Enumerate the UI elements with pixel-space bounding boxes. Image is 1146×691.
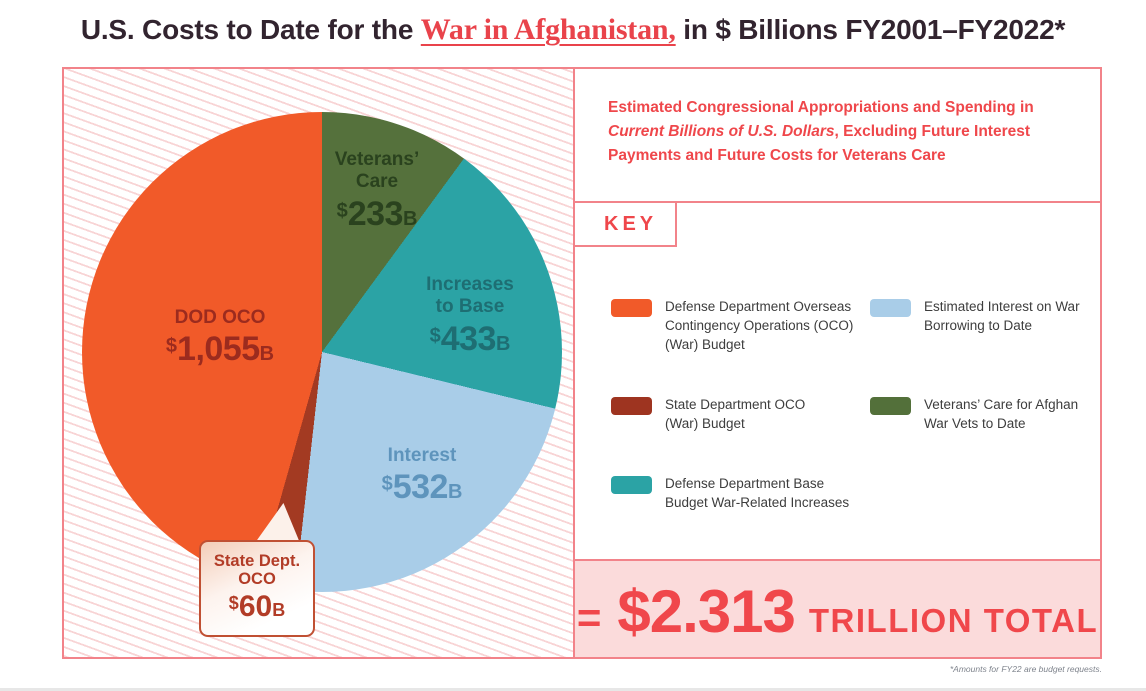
- legend-label: Veterans’ Care for Afghan War Vets to Dat…: [924, 397, 1079, 432]
- slice-value: $532B: [381, 468, 463, 507]
- legend-swatch-green: [870, 397, 911, 415]
- pie-label-increases-to-base: Increases to Base $433B: [426, 274, 514, 358]
- legend-label: Estimated Interest on War Borrowing to Da…: [924, 299, 1080, 334]
- legend-swatch-orange: [611, 299, 652, 317]
- description-part1: Estimated Congressional Appropriations a…: [608, 99, 1034, 116]
- title-suffix: in $ Billions FY2001–FY2022*: [675, 14, 1066, 45]
- legend-swatch-teal: [611, 476, 652, 494]
- slice-name-line: OCO: [238, 570, 276, 589]
- slice-name-line: DOD OCO: [174, 307, 266, 328]
- key-heading: KEY: [575, 203, 677, 247]
- description-box: Estimated Congressional Appropriations a…: [575, 69, 1100, 203]
- legend-label: Defense Department Overseas Contingency O…: [665, 299, 854, 353]
- legend-swatch-lightblue: [870, 299, 911, 317]
- title-prefix: U.S. Costs to Date for the: [80, 14, 421, 45]
- content-frame: Veterans’ Care $233B Increases to Base $…: [62, 67, 1102, 659]
- total-unit-text: TRILLION TOTAL: [808, 602, 1099, 639]
- state-dept-callout: State Dept. OCO $60B: [199, 540, 315, 637]
- legend-item-dod-oco: Defense Department Overseas Contingency O…: [611, 297, 853, 354]
- legend-item-veterans-care: Veterans’ Care for Afghan War Vets to Dat…: [870, 395, 1078, 433]
- total-box: = $2.313 TRILLION TOTAL: [575, 559, 1100, 657]
- pie-label-dod-oco: DOD OCO $1,055B: [166, 307, 274, 368]
- equals-sign: =: [576, 594, 602, 641]
- legend-label: State Department OCO (War) Budget: [665, 397, 806, 432]
- footnote: *Amounts for FY22 are budget requests.: [949, 664, 1102, 674]
- description-part2: , Excluding Future Interest Payments and…: [608, 123, 1030, 165]
- slice-value: $1,055B: [165, 330, 275, 369]
- legend-item-base-increases: Defense Department Base Budget War-Relate…: [611, 474, 849, 512]
- pie-label-interest: Interest $532B: [382, 445, 463, 506]
- slice-name-line: Interest: [387, 445, 457, 466]
- legend-item-interest: Estimated Interest on War Borrowing to Da…: [870, 297, 1080, 335]
- bottom-divider: [0, 688, 1146, 691]
- slice-name-line: Care: [355, 171, 399, 193]
- pie-chart: [82, 112, 562, 592]
- slice-name-line: Veterans’: [334, 149, 420, 170]
- legend-swatch-darkred: [611, 397, 652, 415]
- slice-name-line: Increases: [426, 274, 514, 295]
- slice-name-line: to Base: [435, 296, 505, 318]
- legend-label: Defense Department Base Budget War-Relate…: [665, 476, 850, 511]
- slice-value: $60B: [228, 590, 286, 624]
- legend-item-state-oco: State Department OCO (War) Budget: [611, 395, 805, 433]
- page-title: U.S. Costs to Date for the War in Afghan…: [0, 13, 1146, 47]
- slice-value: $433B: [429, 319, 511, 358]
- description-italic: Current Billions of U.S. Dollars: [608, 123, 835, 141]
- title-highlight: War in Afghanistan,: [420, 13, 676, 46]
- slice-name-line: State Dept.: [213, 552, 301, 570]
- total-amount: $2.313: [617, 578, 796, 645]
- pie-label-veterans-care: Veterans’ Care $233B: [335, 149, 420, 233]
- pie-panel: Veterans’ Care $233B Increases to Base $…: [62, 67, 575, 659]
- key-panel: Estimated Congressional Appropriations a…: [573, 67, 1102, 659]
- slice-value: $233B: [336, 194, 418, 233]
